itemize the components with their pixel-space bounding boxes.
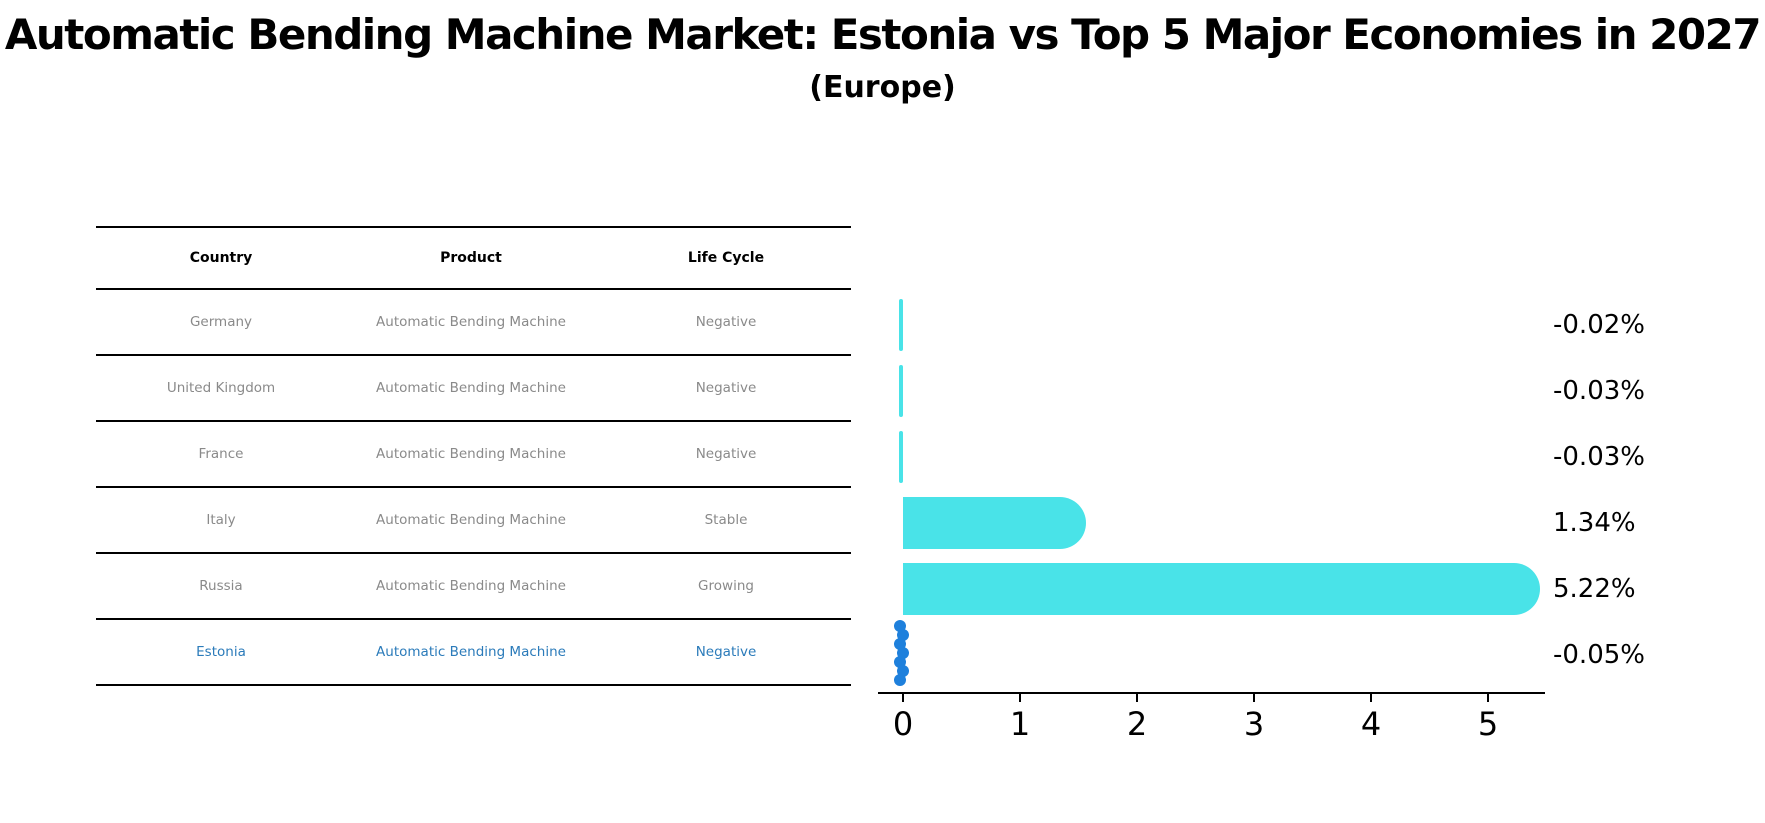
x-axis-tick-label: 4 (1360, 705, 1382, 743)
cell-product: Automatic Bending Machine (376, 644, 566, 660)
country-table: Country Product Life Cycle Germany Autom… (96, 226, 851, 686)
table-row-united-kingdom: United Kingdom Automatic Bending Machine… (96, 356, 851, 422)
bar-france (899, 431, 903, 483)
value-label-estonia: -0.05% (1553, 640, 1645, 670)
cell-lifecycle: Stable (704, 512, 748, 528)
value-label-france: -0.03% (1553, 442, 1645, 472)
x-axis-tick (1019, 694, 1021, 702)
cell-country: Germany (189, 314, 253, 330)
table-header-product: Product (440, 250, 502, 266)
x-axis-tick-label: 5 (1477, 705, 1499, 743)
cell-country: France (198, 446, 244, 462)
x-axis-tick (1136, 694, 1138, 702)
x-axis-tick (1370, 694, 1372, 702)
bar-italy (903, 497, 1086, 549)
bar-russia (903, 563, 1540, 615)
cell-lifecycle: Negative (695, 314, 757, 330)
value-label-russia: 5.22% (1553, 574, 1636, 604)
cell-product: Automatic Bending Machine (376, 578, 566, 594)
table-row-estonia: Estonia Automatic Bending Machine Negati… (96, 620, 851, 686)
x-axis-tick-label: 1 (1009, 705, 1031, 743)
value-label-united-kingdom: -0.03% (1553, 376, 1645, 406)
x-axis-tick-label: 3 (1243, 705, 1265, 743)
cell-country: Russia (199, 578, 243, 594)
chart-title: Automatic Bending Machine Market: Estoni… (4, 10, 1762, 59)
bar-germany (899, 299, 903, 351)
table-header-row: Country Product Life Cycle (96, 226, 851, 290)
cell-product: Automatic Bending Machine (376, 512, 566, 528)
cell-lifecycle: Negative (695, 446, 757, 462)
table-row-italy: Italy Automatic Bending Machine Stable (96, 488, 851, 554)
table-row-germany: Germany Automatic Bending Machine Negati… (96, 290, 851, 356)
table-header-country: Country (189, 250, 253, 266)
x-axis-tick (1253, 694, 1255, 702)
cell-lifecycle: Negative (695, 380, 757, 396)
x-axis-tick (1487, 694, 1489, 702)
x-axis-tick-label: 0 (892, 705, 914, 743)
value-label-germany: -0.02% (1553, 310, 1645, 340)
cell-product: Automatic Bending Machine (376, 314, 566, 330)
estonia-dot-marker (893, 674, 906, 686)
table-header-lifecycle: Life Cycle (687, 250, 765, 266)
table-row-france: France Automatic Bending Machine Negativ… (96, 422, 851, 488)
cell-lifecycle: Growing (698, 578, 754, 594)
bar-united-kingdom (899, 365, 903, 417)
chart-subtitle: (Europe) (809, 70, 956, 105)
x-axis-tick (902, 694, 904, 702)
cell-product: Automatic Bending Machine (376, 446, 566, 462)
value-label-italy: 1.34% (1553, 508, 1636, 538)
cell-country: Italy (206, 512, 236, 528)
table-row-russia: Russia Automatic Bending Machine Growing (96, 554, 851, 620)
cell-product: Automatic Bending Machine (376, 380, 566, 396)
x-axis-tick-label: 2 (1126, 705, 1148, 743)
cell-lifecycle: Negative (695, 644, 757, 660)
cell-country: Estonia (196, 644, 246, 660)
x-axis-line (878, 692, 1545, 694)
cell-country: United Kingdom (166, 380, 276, 396)
